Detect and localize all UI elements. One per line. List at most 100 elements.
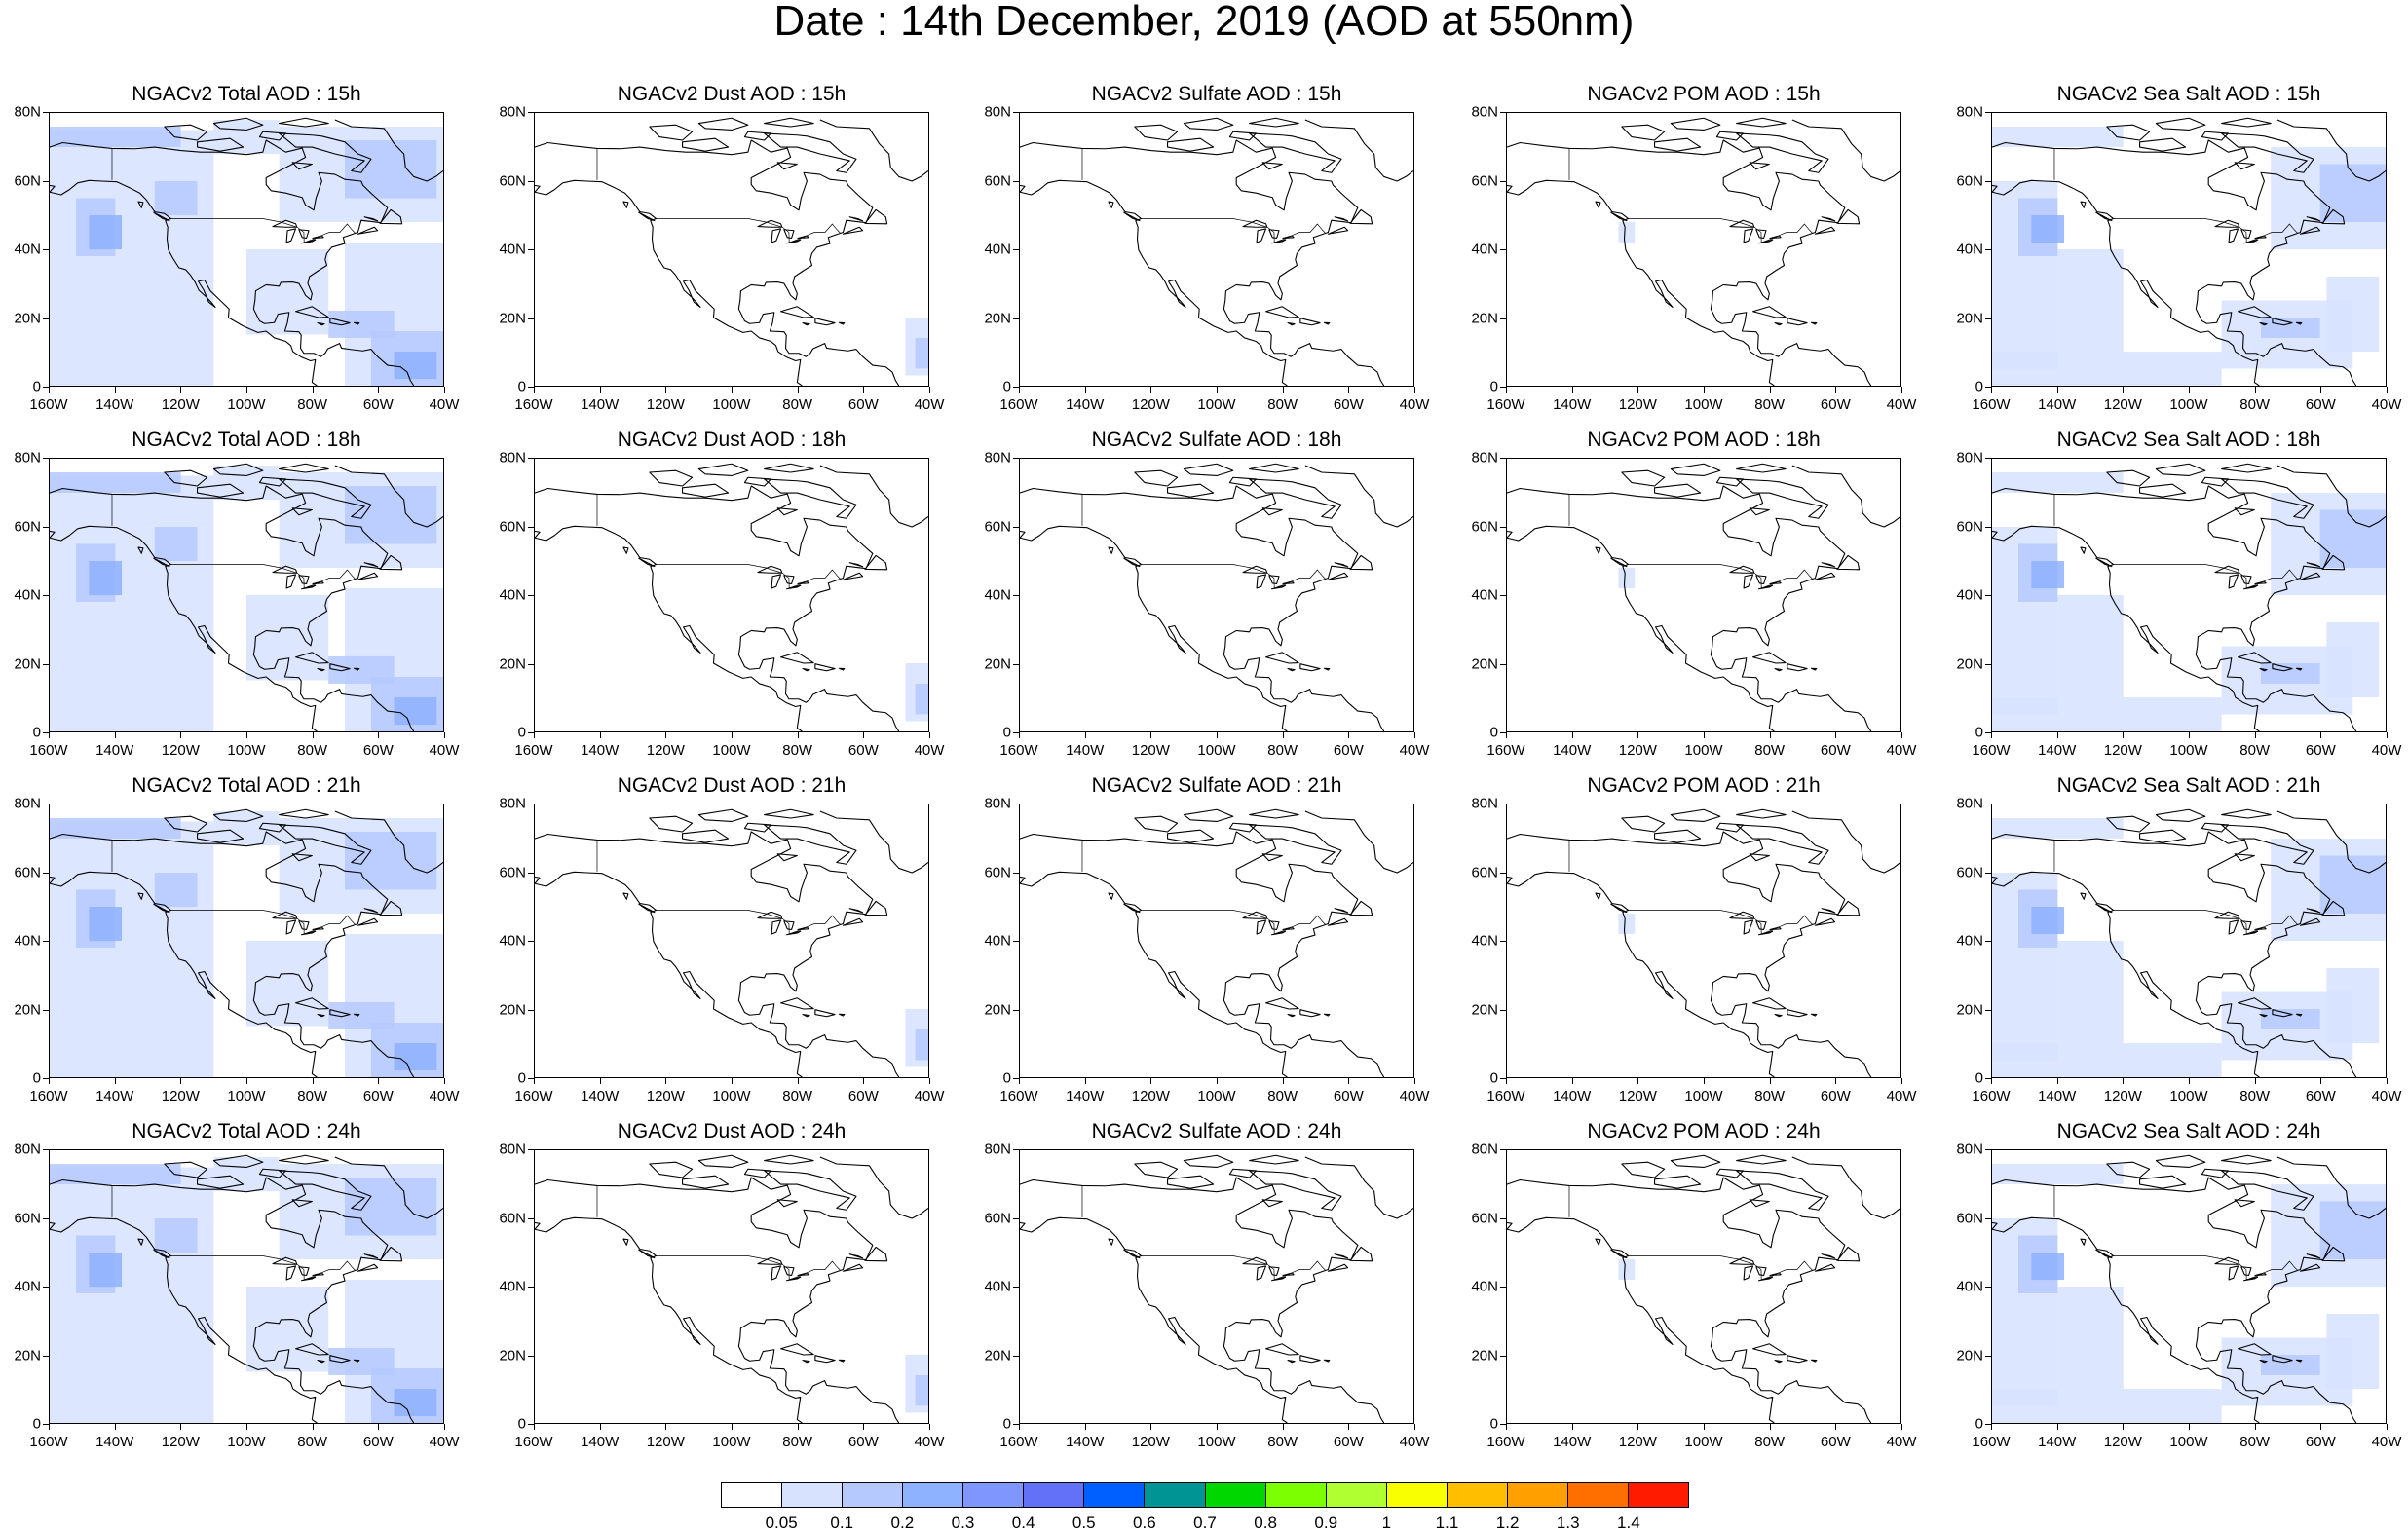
lon-tick-label: 40W <box>429 396 460 413</box>
lat-tick-label: 20N <box>499 310 526 326</box>
map-area <box>1019 804 1414 1078</box>
map-area <box>534 458 929 732</box>
lon-tick-label: 120W <box>2103 1088 2142 1104</box>
lat-tick-label: 60N <box>499 518 526 535</box>
lon-tick-mark <box>1901 387 1902 393</box>
lat-tick-label: 20N <box>499 1001 526 1018</box>
lat-tick-mark <box>528 318 534 319</box>
panel-title: NGACv2 POM AOD : 15h <box>1587 83 1821 105</box>
lon-tick-label: 80W <box>1267 742 1298 759</box>
lat-tick-mark <box>1013 318 1019 319</box>
lat-tick-mark <box>1013 1287 1019 1288</box>
lon-tick-mark <box>444 1424 445 1430</box>
lat-tick-mark <box>43 249 49 250</box>
lat-tick-mark <box>43 1287 49 1288</box>
panel-title: NGACv2 Sea Salt AOD : 21h <box>2056 774 2321 797</box>
lat-tick-mark <box>1985 595 1991 596</box>
lon-tick-label: 140W <box>95 1088 134 1104</box>
lat-tick-mark <box>1985 112 1991 113</box>
lon-tick-label: 40W <box>2371 396 2402 413</box>
lon-tick-label: 120W <box>1131 396 1170 413</box>
lat-tick-mark <box>43 387 49 388</box>
lon-tick-label: 140W <box>95 742 134 759</box>
lon-tick-mark <box>1414 732 1415 738</box>
lon-tick-mark <box>1835 387 1837 393</box>
lat-tick-label: 0 <box>1002 1069 1011 1087</box>
lat-tick-mark <box>1985 1078 1991 1079</box>
colorbar-label: 0.3 <box>951 1514 975 1532</box>
lat-tick-mark <box>1500 318 1506 319</box>
lat-tick-mark <box>1013 663 1019 665</box>
panel-title: NGACv2 Sulfate AOD : 24h <box>1091 1120 1342 1142</box>
panel-title: NGACv2 Sea Salt AOD : 15h <box>2056 83 2321 105</box>
lat-tick-label: 60N <box>14 172 41 189</box>
lat-tick-label: 80N <box>1956 103 1983 121</box>
colorbar-box <box>1145 1483 1206 1507</box>
lon-tick-label: 140W <box>1066 1088 1105 1104</box>
lon-tick-label: 140W <box>2038 396 2077 413</box>
lon-tick-mark <box>2387 732 2388 738</box>
lat-tick-mark <box>43 1355 49 1357</box>
map-panel: NGACv2 Sea Salt AOD : 21h 80N 60N 40N 20N 0 16… <box>1956 774 2401 1104</box>
lat-tick-label: 60N <box>1471 172 1498 189</box>
lat-tick-mark <box>528 112 534 113</box>
panel-title: NGACv2 POM AOD : 18h <box>1587 429 1821 451</box>
map-svg <box>1507 808 1900 1077</box>
lat-tick-label: 20N <box>984 1001 1011 1018</box>
lat-tick-label: 60N <box>499 864 526 880</box>
lon-tick-label: 80W <box>297 1088 328 1104</box>
colorbar-box <box>1447 1483 1508 1507</box>
lon-tick-mark <box>1282 732 1284 738</box>
lon-tick-mark <box>1637 1078 1639 1084</box>
lon-tick-mark <box>444 732 445 738</box>
lon-tick-label: 140W <box>95 396 134 413</box>
lat-tick-mark <box>1013 872 1019 874</box>
map-panel: NGACv2 Dust AOD : 21h 80N 60N 40N 20N 0 160W 14… <box>499 774 944 1104</box>
lon-tick-mark <box>246 387 247 393</box>
lon-tick-mark <box>2123 387 2125 393</box>
lon-tick-mark <box>1991 1078 1992 1084</box>
lon-tick-label: 120W <box>1618 1434 1657 1450</box>
panel-title: NGACv2 Total AOD : 21h <box>132 774 361 797</box>
lon-tick-mark <box>246 732 247 738</box>
lat-tick-mark <box>1500 180 1506 182</box>
lon-tick-mark <box>732 1424 733 1430</box>
lon-tick-label: 40W <box>914 396 945 413</box>
map-svg <box>535 808 928 1077</box>
lon-tick-label: 160W <box>1972 396 2011 413</box>
lon-tick-label: 60W <box>2305 1434 2336 1450</box>
lat-tick-mark <box>528 180 534 182</box>
map-panel: NGACv2 Total AOD : 18h 80N 60N 40N 20N 0 160W 1… <box>14 429 459 759</box>
lat-tick-label: 0 <box>1489 724 1498 741</box>
lon-tick-mark <box>378 1424 380 1430</box>
lon-tick-label: 80W <box>1754 742 1786 759</box>
lat-tick-label: 0 <box>32 1415 41 1433</box>
lon-tick-mark <box>114 1078 116 1084</box>
lon-tick-label: 100W <box>1684 742 1723 759</box>
lon-tick-mark <box>1506 1424 1507 1430</box>
lon-tick-mark <box>1704 1078 1705 1084</box>
lon-tick-label: 60W <box>362 396 394 413</box>
lon-tick-mark <box>1991 387 1992 393</box>
lon-tick-mark <box>2123 1424 2125 1430</box>
lon-tick-label: 100W <box>712 1088 751 1104</box>
lon-tick-label: 140W <box>1553 742 1592 759</box>
lon-tick-label: 120W <box>1618 396 1657 413</box>
lon-tick-label: 60W <box>847 1088 879 1104</box>
lat-tick-mark <box>528 872 534 874</box>
lat-tick-mark <box>1500 1217 1506 1219</box>
lat-tick-mark <box>528 1009 534 1011</box>
lat-tick-label: 80N <box>14 1140 41 1158</box>
lat-tick-label: 40N <box>499 241 526 258</box>
lon-tick-label: 40W <box>1399 1088 1430 1104</box>
lat-tick-mark <box>1985 1355 1991 1357</box>
lon-tick-mark <box>2056 387 2058 393</box>
lat-tick-mark <box>1013 458 1019 459</box>
lon-tick-label: 40W <box>1399 1434 1430 1450</box>
map-svg <box>1507 117 1900 386</box>
lon-tick-label: 160W <box>29 1434 68 1450</box>
lon-tick-label: 80W <box>2239 742 2271 759</box>
lat-tick-label: 20N <box>1956 310 1983 326</box>
lon-tick-mark <box>114 732 116 738</box>
lon-tick-label: 60W <box>362 742 394 759</box>
